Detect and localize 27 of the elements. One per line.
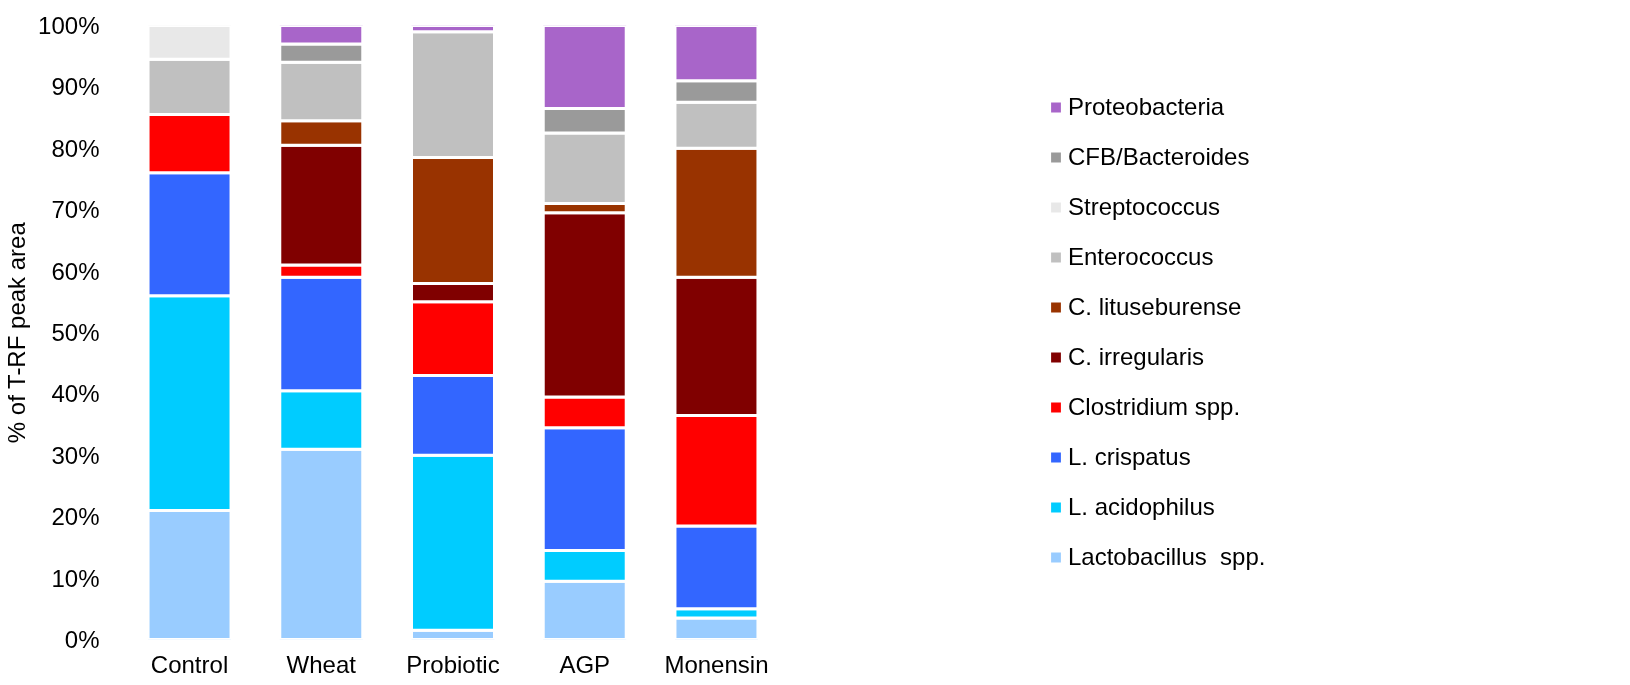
y-tick-label: 40% [51,380,100,408]
y-tick-label: 60% [51,257,100,285]
y-tick-label: 20% [51,503,100,531]
legend-label: CFB/Bacteroides [1068,143,1251,171]
legend-label: Enterococcus [1068,243,1215,271]
y-tick-label: 10% [51,564,100,592]
x-tick-label: Probiotic [406,650,500,678]
y-tick-label: 50% [51,319,100,346]
y-tick-label: 90% [51,73,100,101]
y-tick-label: 100% [38,12,100,39]
y-axis-title: % of T-RF peak area [3,221,31,444]
legend-label: Streptococcus [1068,193,1222,221]
legend-label: C. lituseburense [1068,293,1243,321]
x-tick-label: Control [150,650,229,678]
legend-label: C. irregularis [1068,343,1206,371]
legend-label: L. acidophilus [1068,493,1216,521]
x-tick-label: AGP [559,650,611,678]
legend-label: Lactobacillus spp. [1068,543,1267,571]
x-tick-label: Monensin [664,650,769,678]
x-tick-label: Wheat [286,650,357,678]
legend-label: Proteobacteria [1068,93,1226,121]
y-tick-label: 70% [51,196,100,224]
y-tick-label: 30% [51,441,100,469]
legend-label: Clostridium spp. [1068,393,1242,421]
y-tick-label: 80% [51,134,100,162]
legend-label: L. crispatus [1068,443,1192,471]
y-tick-label: 0% [64,626,100,653]
